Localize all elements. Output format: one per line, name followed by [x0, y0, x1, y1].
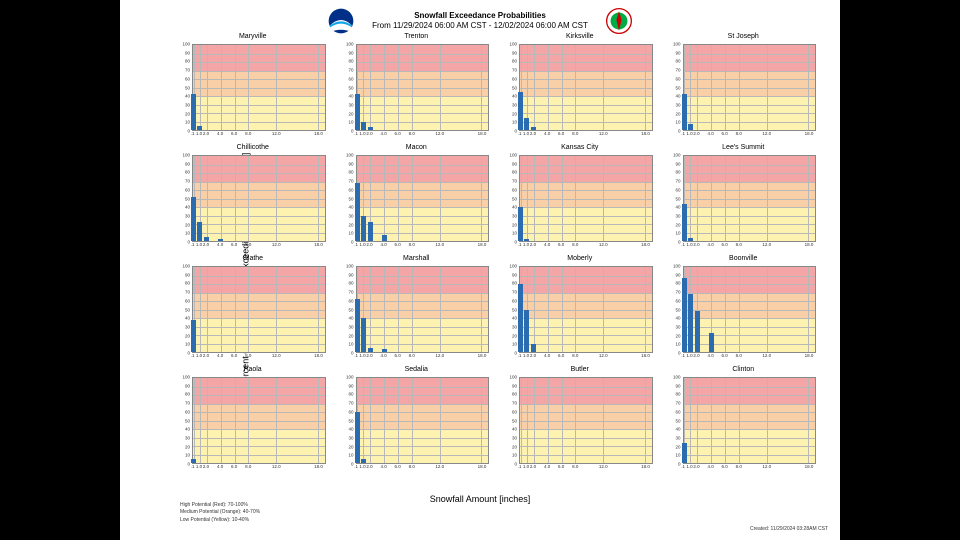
bar: [361, 216, 366, 242]
panel-title: Maryville: [178, 33, 328, 40]
panel: Paola0102030405060708090100.11.02.04.06.…: [178, 375, 328, 474]
panel: Maryville0102030405060708090100.11.02.04…: [178, 42, 328, 141]
created-timestamp: Created: 11/29/2024 03:28AM CST: [750, 526, 828, 532]
panel-title: Marshall: [342, 255, 492, 262]
bar: [518, 92, 523, 130]
noaa-logo: [328, 8, 354, 34]
panel-title: Macon: [342, 144, 492, 151]
bar: [524, 239, 529, 241]
bar: [191, 94, 196, 130]
panel-title: Boonville: [669, 255, 819, 262]
plot-area: [519, 377, 653, 464]
bar: [688, 238, 693, 241]
chart-paper: Snowfall Exceedance Probabilities From 1…: [120, 0, 840, 540]
panel: Olathe0102030405060708090100.11.02.04.06…: [178, 264, 328, 363]
bar: [368, 127, 373, 130]
bar: [355, 412, 360, 463]
bar: [218, 239, 223, 241]
bar: [382, 349, 387, 352]
bar: [688, 294, 693, 352]
bar: [191, 197, 196, 241]
panel: Kansas City0102030405060708090100.11.02.…: [505, 153, 655, 252]
plot-area: [356, 377, 490, 464]
plot-area: [356, 266, 490, 353]
bar: [682, 204, 687, 241]
panel: Boonville0102030405060708090100.11.02.04…: [669, 264, 819, 363]
bar: [368, 222, 373, 241]
legend-medium: Medium Potential (Orange): 40-70%: [180, 509, 260, 517]
plot-area: [192, 266, 326, 353]
bar: [682, 443, 687, 463]
bar: [197, 222, 202, 241]
bar: [709, 333, 714, 352]
panel-title: Butler: [505, 366, 655, 373]
plot-area: [683, 155, 817, 242]
bar: [518, 207, 523, 241]
plot-area: [683, 44, 817, 131]
panel-title: Lee's Summit: [669, 144, 819, 151]
plot-area: [192, 155, 326, 242]
bar: [355, 183, 360, 241]
bar: [368, 348, 373, 352]
panel: Marshall0102030405060708090100.11.02.04.…: [342, 264, 492, 363]
plot-area: [683, 377, 817, 464]
plot-area: [192, 377, 326, 464]
panel: Moberly0102030405060708090100.11.02.04.0…: [505, 264, 655, 363]
plot-area: [519, 266, 653, 353]
bar: [361, 459, 366, 463]
title-line1: Snowfall Exceedance Probabilities: [372, 11, 588, 21]
panel-title: Kansas City: [505, 144, 655, 151]
bar: [524, 310, 529, 353]
panel-title: Sedalia: [342, 366, 492, 373]
plot-area: [356, 44, 490, 131]
panel: Clinton0102030405060708090100.11.02.04.0…: [669, 375, 819, 474]
panel-grid: Maryville0102030405060708090100.11.02.04…: [178, 42, 818, 474]
legend: High Potential (Red): 70-100% Medium Pot…: [180, 502, 260, 525]
bar: [197, 126, 202, 130]
plot-area: [519, 44, 653, 131]
bar: [688, 124, 693, 130]
panel: Lee's Summit0102030405060708090100.11.02…: [669, 153, 819, 252]
legend-low: Low Potential (Yellow): 10-40%: [180, 517, 260, 525]
plot-area: [683, 266, 817, 353]
panel-title: Chillicothe: [178, 144, 328, 151]
panel: Kirksville0102030405060708090100.11.02.0…: [505, 42, 655, 141]
bar: [355, 299, 360, 352]
panel-title: Clinton: [669, 366, 819, 373]
panel-title: Olathe: [178, 255, 328, 262]
title-block: Snowfall Exceedance Probabilities From 1…: [372, 11, 588, 30]
panel: Macon0102030405060708090100.11.02.04.06.…: [342, 153, 492, 252]
bar: [682, 94, 687, 130]
panel-title: Kirksville: [505, 33, 655, 40]
nws-logo: [606, 8, 632, 34]
panel: Trenton0102030405060708090100.11.02.04.0…: [342, 42, 492, 141]
bar: [531, 344, 536, 353]
panel-title: Moberly: [505, 255, 655, 262]
legend-high: High Potential (Red): 70-100%: [180, 502, 260, 510]
bar: [361, 318, 366, 352]
plot-area: [356, 155, 490, 242]
bar: [524, 118, 529, 130]
panel: Sedalia0102030405060708090100.11.02.04.0…: [342, 375, 492, 474]
bar: [191, 320, 196, 352]
panel: Chillicothe0102030405060708090100.11.02.…: [178, 153, 328, 252]
bar: [695, 311, 700, 352]
plot-area: [519, 155, 653, 242]
bar: [361, 122, 366, 131]
panel: St Joseph0102030405060708090100.11.02.04…: [669, 42, 819, 141]
bar: [682, 278, 687, 352]
bar: [204, 237, 209, 241]
bar: [518, 284, 523, 352]
bar: [191, 459, 196, 463]
bar: [531, 127, 536, 130]
panel: Butler0102030405060708090100.11.02.04.06…: [505, 375, 655, 474]
plot-area: [192, 44, 326, 131]
panel-title: Paola: [178, 366, 328, 373]
title-line2: From 11/29/2024 06:00 AM CST - 12/02/202…: [372, 21, 588, 31]
panel-title: Trenton: [342, 33, 492, 40]
panel-title: St Joseph: [669, 33, 819, 40]
bar: [355, 94, 360, 130]
bar: [382, 235, 387, 241]
